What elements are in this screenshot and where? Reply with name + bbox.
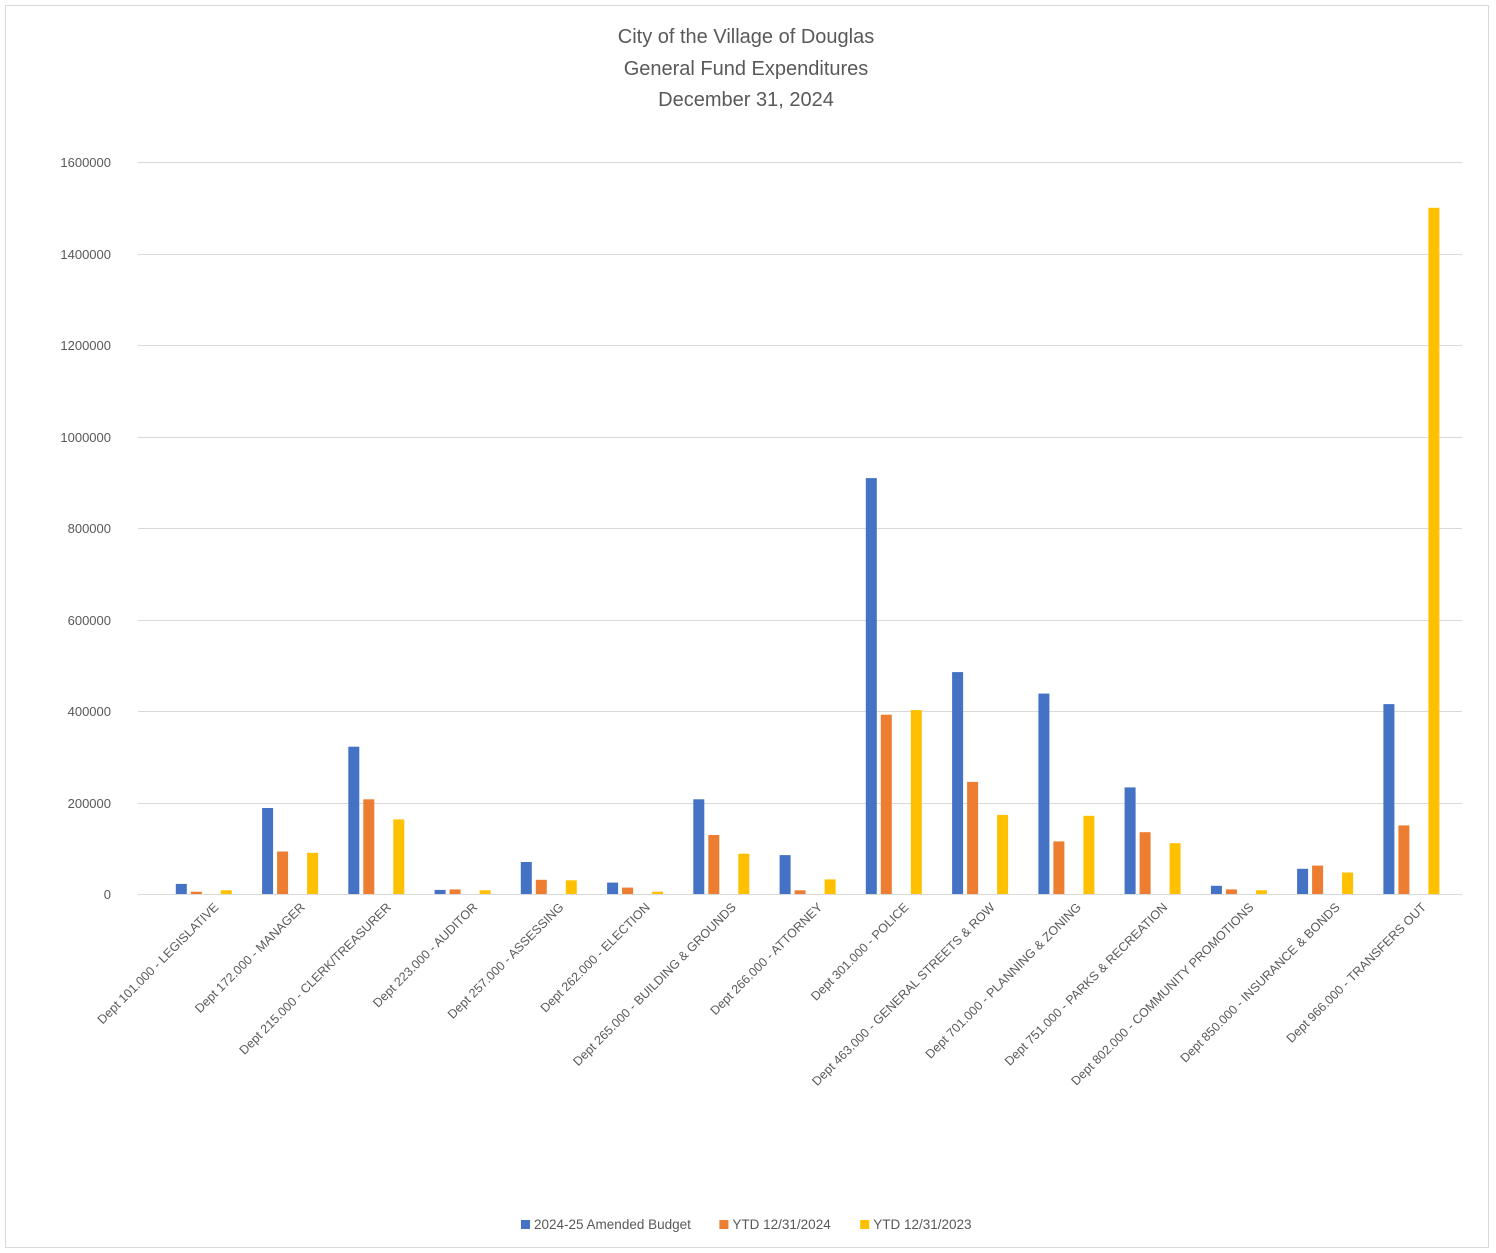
legend-swatch bbox=[521, 1220, 530, 1229]
bar-series-2 bbox=[1139, 832, 1151, 894]
y-tick-label: 0 bbox=[104, 887, 111, 902]
bar-series-3 bbox=[307, 852, 319, 894]
x-category-label: Dept 301.000 - POLICE bbox=[808, 900, 911, 1003]
y-tick-label: 1000000 bbox=[60, 430, 111, 445]
bar-series-1 bbox=[1210, 885, 1222, 894]
bar-series-3 bbox=[479, 890, 491, 894]
bar-series-1 bbox=[520, 862, 532, 894]
bar-series-3 bbox=[1083, 815, 1095, 894]
legend-label: YTD 12/31/2024 bbox=[732, 1217, 831, 1232]
bar-series-1 bbox=[434, 889, 446, 894]
bar-series-2 bbox=[1312, 865, 1324, 894]
bar-series-1 bbox=[262, 808, 274, 894]
y-tick-label: 1600000 bbox=[60, 155, 111, 170]
bar-series-2 bbox=[363, 799, 375, 894]
y-tick-label: 1200000 bbox=[60, 338, 111, 353]
bar-series-1 bbox=[779, 855, 791, 894]
bar-series-3 bbox=[1255, 890, 1267, 894]
chart-title: City of the Village of Douglas General F… bbox=[618, 26, 874, 111]
bar-series-1 bbox=[1297, 868, 1309, 894]
x-category-label: Dept 463.000 - GENERAL STREETS & ROW bbox=[809, 900, 998, 1089]
y-tick-label: 400000 bbox=[68, 704, 111, 719]
bar-series-2 bbox=[880, 714, 892, 894]
y-axis-tick-labels: 0 200000 400000 600000 800000 1000000 1200000 1… bbox=[60, 155, 111, 902]
chart-title-line-3: December 31, 2024 bbox=[658, 89, 834, 111]
bar-series-2 bbox=[794, 890, 806, 894]
bar-series-2 bbox=[967, 781, 979, 894]
bar-series-3 bbox=[1428, 207, 1440, 895]
legend-label: 2024-25 Amended Budget bbox=[534, 1217, 691, 1232]
bar-series-2 bbox=[622, 887, 634, 894]
bar-series-1 bbox=[175, 883, 187, 894]
bar-series-1 bbox=[607, 882, 619, 894]
bar-series-3 bbox=[738, 853, 750, 894]
bar-series-1 bbox=[952, 672, 964, 894]
x-category-label: Dept 751.000 - PARKS & RECREATION bbox=[1002, 900, 1170, 1068]
legend-swatch bbox=[719, 1220, 729, 1229]
x-category-label: Dept 215.000 - CLERK/TREASURER bbox=[237, 900, 394, 1057]
y-tick-label: 600000 bbox=[68, 613, 111, 628]
chart-title-line-1: City of the Village of Douglas bbox=[618, 26, 874, 48]
x-category-label: Dept 701.000 - PLANNING & ZONING bbox=[923, 900, 1084, 1061]
bar-series-1 bbox=[865, 478, 877, 894]
y-tick-label: 1400000 bbox=[60, 247, 111, 262]
bar-series-2 bbox=[190, 891, 202, 894]
x-category-label: Dept 966.000 - TRANSFERS OUT bbox=[1284, 900, 1430, 1046]
chart-frame: City of the Village of Douglas General F… bbox=[5, 5, 1489, 1248]
bar-series-1 bbox=[1124, 787, 1136, 894]
legend-label: YTD 12/31/2023 bbox=[873, 1217, 971, 1232]
bar-chart: City of the Village of Douglas General F… bbox=[60, 26, 1462, 1232]
chart-title-line-2: General Fund Expenditures bbox=[624, 58, 869, 80]
bar-series-2 bbox=[708, 835, 720, 894]
bar-series-3 bbox=[910, 710, 922, 894]
y-tick-label: 800000 bbox=[68, 521, 111, 536]
bar-series-3 bbox=[393, 819, 405, 894]
bar-series-2 bbox=[535, 879, 547, 894]
bar-series-1 bbox=[693, 799, 705, 894]
bar-series-2 bbox=[277, 851, 289, 894]
x-category-label: Dept 850.000 - INSURANCE & BONDS bbox=[1178, 900, 1343, 1065]
x-category-label: Dept 802.000 - COMMUNITY PROMOTIONS bbox=[1068, 900, 1256, 1088]
y-tick-label: 200000 bbox=[68, 796, 111, 811]
bar-series-3 bbox=[824, 879, 836, 894]
bar-series-1 bbox=[1038, 693, 1050, 894]
bar-series-3 bbox=[1342, 872, 1354, 894]
legend: 2024-25 Amended Budget YTD 12/31/2024 YTD … bbox=[521, 1217, 972, 1232]
bar-series-2 bbox=[1398, 825, 1410, 894]
bar-series-3 bbox=[652, 891, 664, 894]
bar-series-3 bbox=[220, 890, 232, 894]
bar-series-3 bbox=[565, 880, 577, 894]
bar-series-2 bbox=[1225, 889, 1237, 894]
bars bbox=[175, 207, 1440, 895]
x-category-label: Dept 265.000 - BUILDING & GROUNDS bbox=[570, 900, 739, 1069]
bar-series-3 bbox=[997, 814, 1009, 894]
gridlines bbox=[138, 162, 1462, 895]
bar-series-2 bbox=[1053, 841, 1065, 894]
bar-series-2 bbox=[449, 889, 461, 894]
bar-series-3 bbox=[1169, 843, 1181, 894]
bar-series-1 bbox=[348, 746, 360, 894]
legend-swatch bbox=[860, 1220, 870, 1229]
bar-series-1 bbox=[1383, 704, 1395, 894]
